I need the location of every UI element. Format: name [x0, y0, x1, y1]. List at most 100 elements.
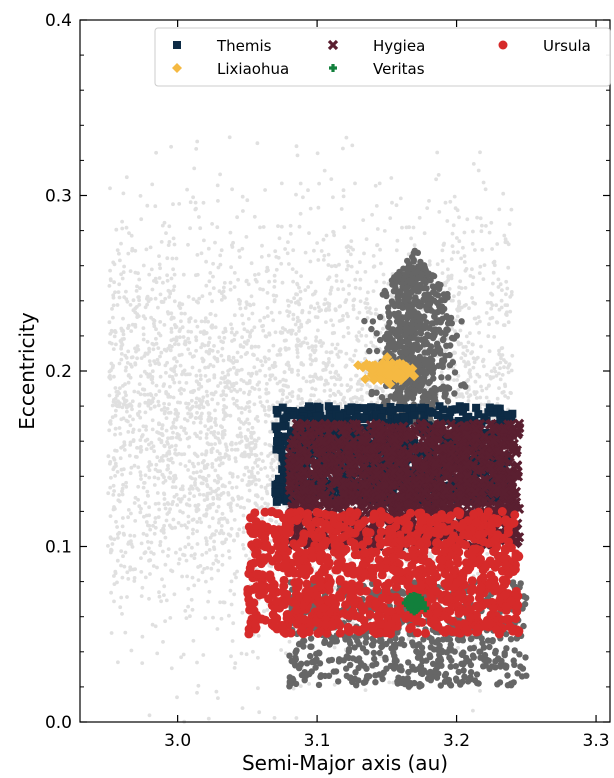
background-point: [390, 200, 394, 205]
background-point: [291, 317, 296, 321]
background-point: [288, 399, 292, 403]
background-point: [130, 246, 135, 251]
background-point: [322, 168, 327, 173]
background-point: [131, 298, 136, 303]
background-point: [466, 340, 471, 345]
background-point: [334, 369, 339, 374]
background-point: [121, 402, 126, 407]
background-point: [347, 283, 351, 288]
background-point: [130, 355, 135, 359]
background-point: [324, 320, 328, 324]
background-point: [186, 520, 191, 525]
background-point: [148, 363, 153, 367]
background-point: [328, 388, 333, 393]
background-point: [118, 456, 123, 461]
background-point: [303, 250, 308, 255]
background-point: [387, 680, 392, 685]
background-point: [229, 501, 233, 506]
background-point: [156, 305, 160, 310]
background-point: [355, 270, 360, 275]
background-point: [235, 503, 240, 507]
background-point: [172, 272, 177, 277]
background-point: [186, 347, 191, 352]
background-point: [294, 332, 298, 336]
background-point: [373, 183, 378, 188]
background-point: [246, 428, 251, 432]
background-point: [231, 621, 236, 626]
background-point: [277, 310, 282, 315]
background-point: [162, 491, 166, 496]
background-point: [214, 558, 219, 563]
background-point: [465, 217, 470, 222]
halo-point: [419, 377, 426, 384]
background-point: [218, 600, 223, 605]
background-point: [164, 598, 169, 603]
background-point: [229, 330, 234, 335]
background-point: [146, 540, 150, 544]
background-point: [171, 288, 176, 292]
background-point: [140, 387, 145, 392]
background-point: [328, 394, 333, 398]
background-point: [381, 389, 385, 394]
background-point: [345, 267, 349, 272]
background-point: [499, 356, 503, 361]
background-point: [230, 339, 234, 343]
background-point: [180, 484, 185, 489]
background-point: [464, 267, 469, 271]
background-point: [166, 411, 171, 415]
background-point: [120, 219, 124, 224]
halo-point: [460, 381, 467, 388]
halo-point: [407, 346, 414, 354]
background-point: [506, 395, 510, 400]
background-point: [305, 341, 310, 346]
background-point: [221, 407, 226, 412]
background-point: [387, 575, 392, 580]
background-point: [173, 485, 178, 490]
background-point: [474, 390, 479, 394]
background-point: [149, 446, 154, 451]
background-point: [269, 461, 274, 466]
background-point: [221, 397, 226, 402]
background-point: [269, 310, 274, 315]
background-point: [168, 470, 173, 475]
background-point: [286, 303, 291, 308]
background-point: [425, 206, 430, 211]
background-point: [140, 433, 145, 437]
background-point: [238, 306, 243, 311]
background-point: [301, 363, 306, 367]
background-point: [200, 294, 205, 298]
background-point: [203, 365, 208, 370]
background-point: [211, 286, 216, 290]
background-point: [202, 238, 206, 243]
halo-point: [431, 309, 438, 316]
background-point: [157, 594, 162, 599]
background-point: [260, 403, 265, 408]
background-point: [208, 271, 213, 275]
background-point: [207, 340, 211, 345]
background-point: [329, 288, 333, 293]
background-point: [215, 449, 220, 454]
background-point: [205, 393, 210, 398]
background-point: [203, 452, 208, 457]
background-point: [106, 491, 111, 496]
background-point: [317, 181, 321, 186]
background-point: [122, 533, 126, 537]
background-point: [114, 227, 119, 232]
background-point: [481, 180, 486, 185]
background-point: [452, 378, 456, 382]
background-point: [337, 262, 341, 267]
background-point: [135, 356, 140, 361]
background-point: [114, 342, 118, 347]
background-point: [194, 416, 198, 420]
background-point: [194, 147, 199, 151]
background-point: [139, 448, 144, 452]
background-point: [147, 558, 151, 563]
background-point: [382, 280, 386, 285]
background-point: [298, 289, 303, 294]
background-point: [126, 577, 131, 581]
background-point: [150, 380, 155, 385]
background-point: [119, 445, 123, 450]
background-point: [119, 563, 123, 568]
background-point: [381, 272, 386, 277]
background-point: [462, 254, 467, 258]
